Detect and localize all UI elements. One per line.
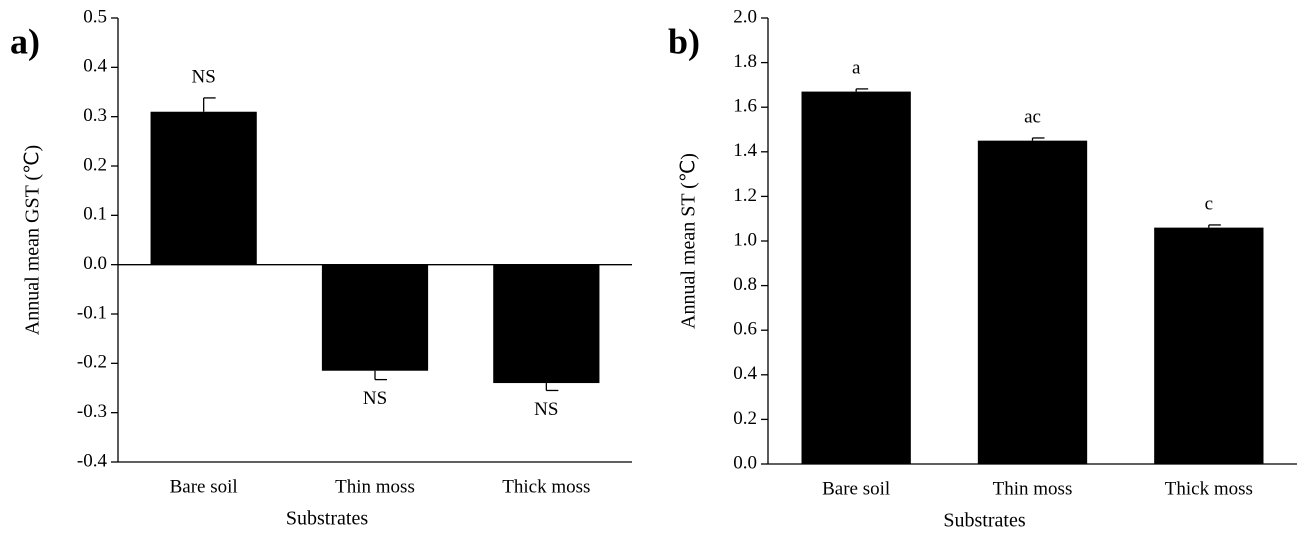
y-tick-label: 1.0: [733, 229, 757, 250]
y-tick-label: 0.4: [733, 363, 757, 384]
y-axis-title: Annual mean ST (℃): [678, 153, 700, 329]
x-tick-label: Thin moss: [993, 478, 1073, 499]
y-tick-label: 0.2: [83, 154, 107, 175]
x-axis-title: Substrates: [943, 510, 1025, 532]
annotation: ac: [1024, 106, 1041, 127]
y-tick-label: 0.1: [83, 204, 107, 225]
bar: [801, 91, 911, 464]
y-tick-label: 0.3: [83, 105, 107, 126]
y-tick-label: 0.0: [733, 452, 757, 473]
x-tick-label: Thick moss: [1165, 478, 1253, 499]
x-axis-title: Substrates: [286, 508, 368, 530]
bar: [1154, 227, 1264, 464]
y-tick-label: 2.0: [733, 6, 757, 27]
panel-label: a): [10, 21, 40, 61]
annotation: NS: [363, 388, 387, 409]
x-tick-label: Bare soil: [822, 478, 890, 499]
bar: [493, 264, 600, 384]
annotation: NS: [192, 66, 216, 87]
y-tick-label: 1.4: [733, 140, 757, 161]
y-tick-label: -0.1: [77, 302, 107, 323]
y-tick-label: 1.2: [733, 185, 757, 206]
y-tick-label: -0.3: [77, 401, 107, 422]
y-tick-label: -0.4: [77, 450, 108, 471]
x-tick-label: Bare soil: [170, 476, 238, 497]
y-tick-label: 1.6: [733, 96, 757, 117]
y-tick-label: 0.8: [733, 274, 757, 295]
y-tick-label: -0.2: [77, 352, 107, 373]
y-tick-label: 0.6: [733, 319, 757, 340]
x-tick-label: Thick moss: [502, 476, 590, 497]
y-tick-label: 0.2: [733, 408, 757, 429]
panel-label: b): [668, 21, 700, 61]
annotation: a: [852, 57, 861, 78]
annotation: c: [1205, 193, 1213, 214]
y-axis-title: Annual mean GST (℃): [22, 145, 44, 335]
bar: [321, 264, 429, 371]
bar: [977, 140, 1088, 464]
y-tick-label: 0.0: [83, 253, 107, 274]
annotation: NS: [534, 399, 558, 420]
y-tick-label: 0.5: [83, 6, 107, 27]
y-tick-label: 0.4: [83, 56, 107, 77]
x-tick-label: Thin moss: [335, 476, 415, 497]
y-tick-label: 1.8: [733, 51, 757, 72]
bar: [150, 111, 257, 265]
